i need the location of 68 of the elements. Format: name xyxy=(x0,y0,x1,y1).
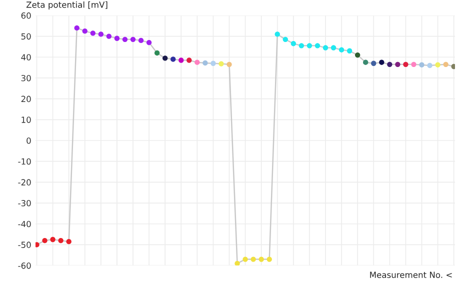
point xyxy=(330,45,336,50)
point xyxy=(98,32,104,37)
y-tick-label: -40 xyxy=(18,220,31,228)
y-tick-label: 30 xyxy=(21,74,31,82)
point xyxy=(314,43,320,48)
point xyxy=(387,62,392,68)
point xyxy=(346,48,352,54)
point xyxy=(379,60,384,65)
y-tick-label: -30 xyxy=(18,200,31,206)
point xyxy=(178,58,184,63)
y-tick-label: 10 xyxy=(22,116,31,123)
point xyxy=(36,242,40,248)
point xyxy=(90,30,96,36)
point xyxy=(250,256,256,262)
point xyxy=(226,62,232,68)
point xyxy=(154,50,160,56)
point xyxy=(363,60,368,65)
point xyxy=(403,62,408,68)
y-tick-label: -10 xyxy=(18,158,31,165)
point xyxy=(274,32,280,37)
y-axis-title: Zeta potential [mV] xyxy=(26,1,108,10)
point xyxy=(186,58,192,63)
point xyxy=(194,60,200,65)
point xyxy=(162,56,168,61)
point xyxy=(50,236,56,242)
point xyxy=(427,62,432,68)
y-tick-label: 20 xyxy=(21,96,31,102)
point xyxy=(338,47,344,52)
point xyxy=(66,238,72,244)
y-tick-label: 0 xyxy=(26,137,31,144)
point xyxy=(74,25,80,31)
y-tick-label: -20 xyxy=(18,179,31,186)
y-tick-label: 40 xyxy=(21,54,31,60)
point xyxy=(266,256,272,262)
point xyxy=(282,36,288,42)
point xyxy=(306,43,312,48)
point xyxy=(354,52,360,58)
point xyxy=(82,28,88,34)
point xyxy=(290,40,296,46)
point xyxy=(242,256,248,262)
point xyxy=(419,62,424,68)
point xyxy=(138,38,144,44)
point xyxy=(130,36,136,42)
point xyxy=(258,256,264,262)
y-tick-label: -50 xyxy=(18,242,31,248)
point xyxy=(146,40,152,46)
point xyxy=(395,62,400,68)
point xyxy=(443,62,448,68)
y-tick-label: 50 xyxy=(21,33,31,40)
x-axis-title: Measurement No. < xyxy=(370,272,452,278)
point xyxy=(322,45,328,50)
point xyxy=(234,260,240,266)
point xyxy=(170,56,176,62)
point xyxy=(435,62,440,68)
point xyxy=(122,36,128,42)
y-tick-label: -60 xyxy=(18,262,31,269)
point xyxy=(371,60,376,66)
point xyxy=(202,60,208,66)
point xyxy=(114,36,120,41)
point xyxy=(218,61,224,66)
point xyxy=(58,238,64,244)
point xyxy=(298,43,304,48)
point xyxy=(451,64,456,70)
point xyxy=(106,34,112,39)
y-tick-label: 60 xyxy=(21,12,31,19)
point xyxy=(210,60,216,66)
point xyxy=(42,238,48,244)
point xyxy=(411,62,416,68)
